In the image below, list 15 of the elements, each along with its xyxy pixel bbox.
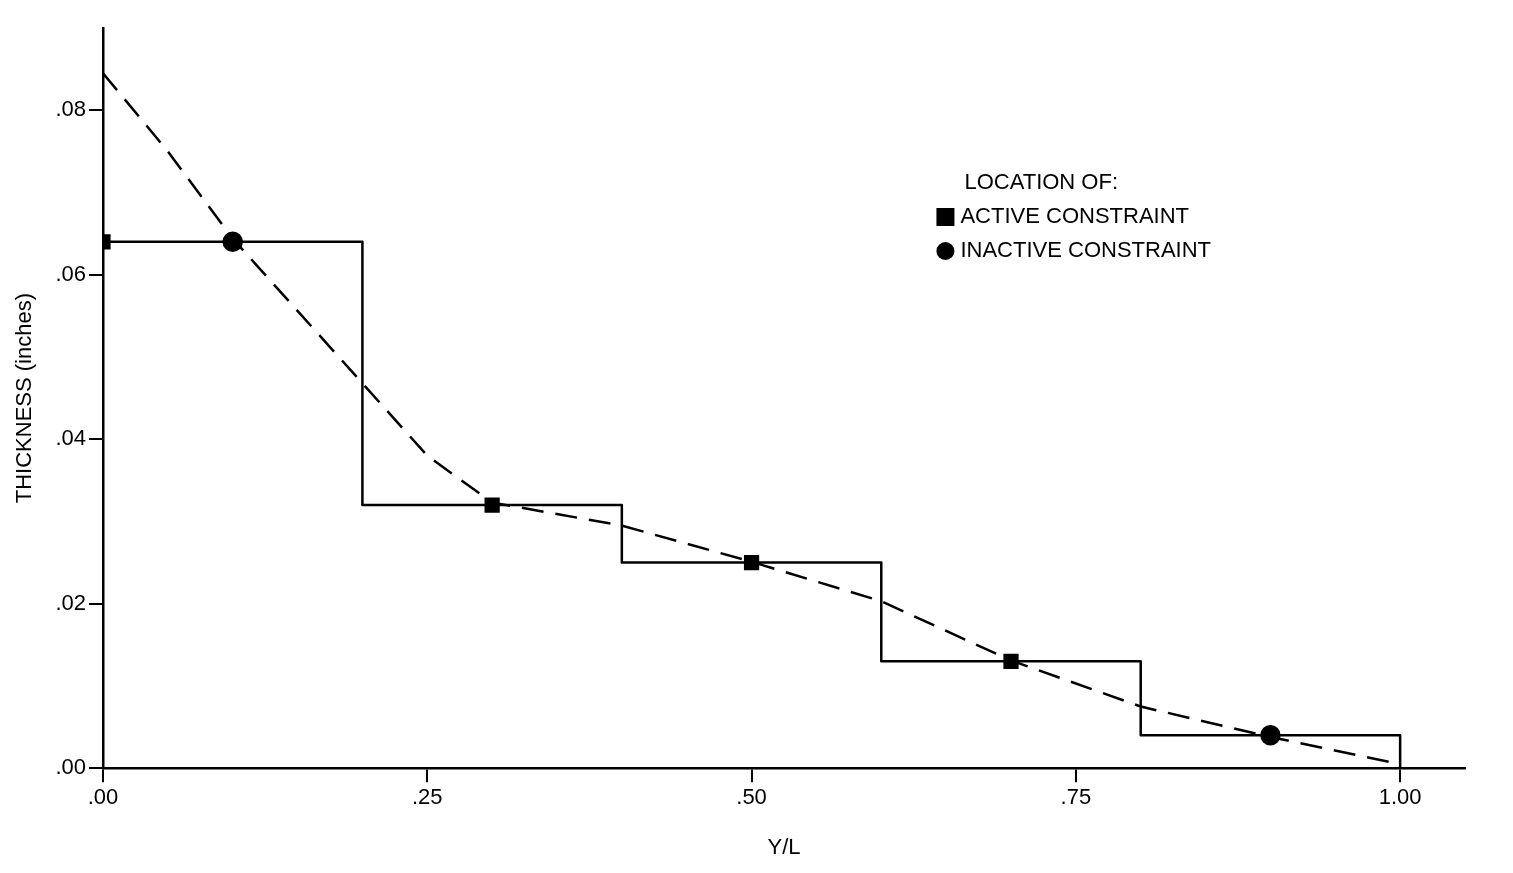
x-tick-label: .75	[1060, 784, 1092, 810]
x-tick-label: .25	[411, 784, 443, 810]
x-axis-title: Y/L	[767, 833, 801, 859]
y-tick-label: .02	[55, 589, 86, 615]
y-tick-label: .04	[55, 425, 86, 451]
legend-title: LOCATION OF:	[964, 169, 1119, 195]
y-tick-label: .06	[55, 260, 86, 286]
legend-label: ACTIVE CONSTRAINT	[960, 203, 1190, 229]
y-tick-label: .08	[55, 96, 86, 122]
y-axis-title: THICKNESS (inches)	[11, 292, 37, 504]
y-tick-label: .00	[55, 754, 86, 780]
legend-label: INACTIVE CONSTRAINT	[960, 237, 1212, 263]
x-tick-label: .00	[87, 784, 119, 810]
x-tick-label: 1.00	[1378, 784, 1422, 810]
x-tick-label: .50	[736, 784, 767, 810]
